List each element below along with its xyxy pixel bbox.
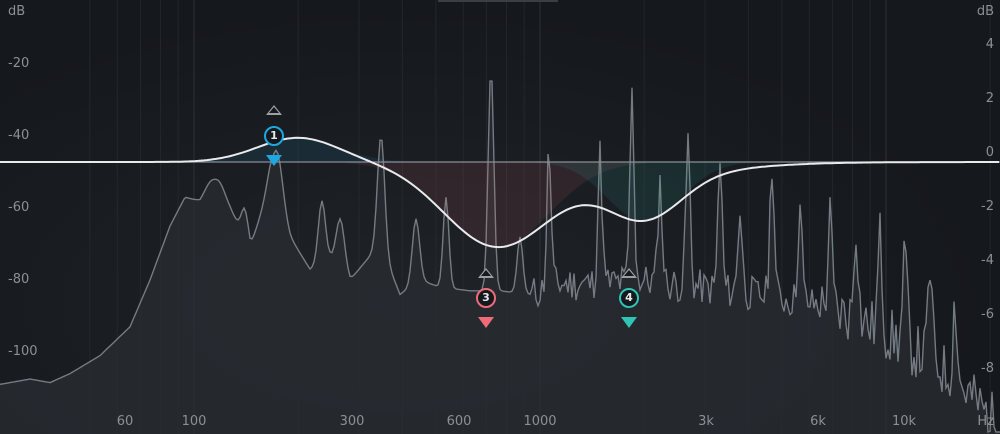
db-label: -60 [8, 200, 30, 215]
band-1-gain-up-handle[interactable] [266, 105, 282, 115]
freq-label: 300 [339, 414, 365, 429]
freq-label: 600 [446, 414, 472, 429]
freq-label: 60 [116, 414, 134, 429]
freq-label: 6k [810, 414, 826, 429]
band-3-gain-down-handle[interactable] [478, 317, 494, 328]
band-3-gain-up-handle[interactable] [478, 268, 494, 278]
db-label: -100 [8, 344, 38, 359]
band-4-shade [534, 162, 755, 222]
gain-label: -8 [981, 361, 994, 376]
band-3-shade [346, 162, 647, 249]
band-1-gain-down-handle[interactable] [266, 155, 282, 166]
gain-label: -6 [981, 307, 994, 322]
eq-response-curve[interactable] [0, 136, 999, 249]
freq-label: 100 [181, 414, 207, 429]
gain-label: 0 [985, 145, 994, 160]
band-1-shade [188, 137, 409, 162]
band-1-node[interactable]: 1 [264, 126, 284, 146]
db-label: -80 [8, 272, 30, 287]
band-4-node[interactable]: 4 [619, 288, 639, 308]
db-unit-label: dB [8, 4, 26, 19]
band-4-gain-up-handle[interactable] [621, 268, 637, 278]
db-label: -20 [8, 56, 30, 71]
freq-label: 1000 [523, 414, 557, 429]
freq-label: 10k [891, 414, 917, 429]
db-label: -40 [8, 128, 30, 143]
gain-label: -2 [981, 199, 994, 214]
spectrum-line [0, 80, 1000, 433]
gain-label: -4 [981, 253, 994, 268]
band-3-node[interactable]: 3 [476, 288, 496, 308]
gain-label: 2 [985, 91, 994, 106]
hz-unit-label: Hz [977, 414, 994, 429]
spectrum-fill [0, 81, 1000, 434]
freq-label: 3k [698, 414, 714, 429]
gain-unit-label: dB [976, 4, 994, 19]
band-4-gain-down-handle[interactable] [621, 317, 637, 328]
gain-label: 4 [985, 37, 994, 52]
